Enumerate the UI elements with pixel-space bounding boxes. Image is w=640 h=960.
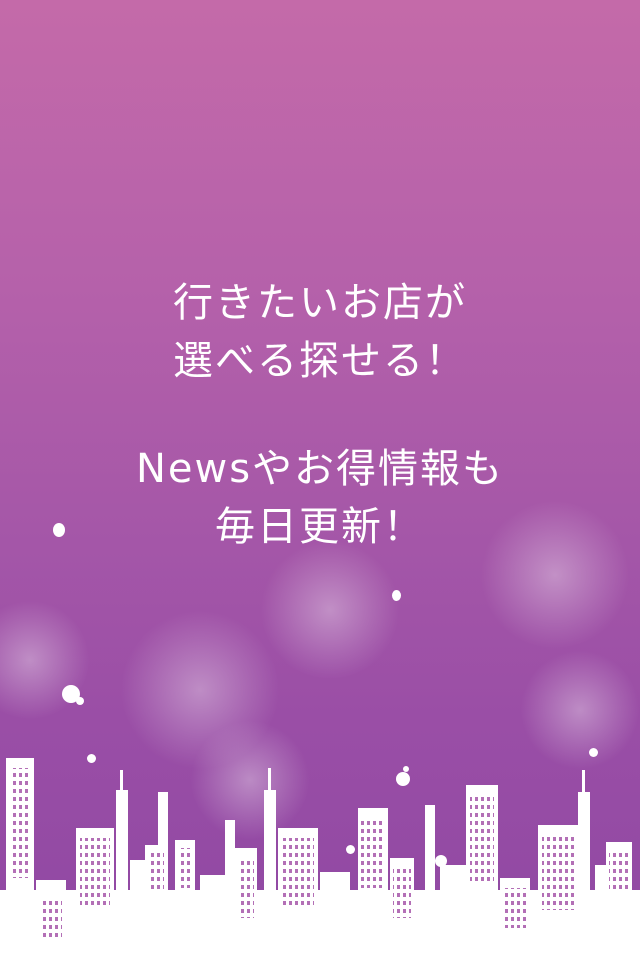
tagline-line-1: 行きたいお店が <box>173 280 467 326</box>
bokeh-light <box>260 540 400 680</box>
sparkle-dot <box>76 697 84 705</box>
sparkle-dot <box>87 754 96 763</box>
city-skyline-illustration <box>0 758 640 960</box>
sparkle-dot <box>435 855 447 867</box>
bokeh-light <box>190 720 310 840</box>
tagline-line-3: Newsやお得情報も <box>135 446 505 492</box>
tagline-line-2: 選べる探せる！ <box>173 338 467 384</box>
sparkle-dot <box>589 748 598 757</box>
tagline-secondary: Newsやお得情報も 毎日更新！ <box>0 440 640 556</box>
sparkle-dot <box>62 685 80 703</box>
tagline-primary: 行きたいお店が 選べる探せる！ <box>0 274 640 390</box>
sparkle-dot <box>346 845 355 854</box>
sparkle-dot <box>53 523 65 537</box>
tagline-line-4: 毎日更新！ <box>215 504 425 550</box>
bokeh-light <box>120 610 280 770</box>
bokeh-light <box>520 650 640 770</box>
sparkle-dot <box>403 766 409 772</box>
sparkle-dot <box>396 772 410 786</box>
bokeh-light <box>480 500 630 650</box>
sparkle-dot <box>392 590 401 601</box>
